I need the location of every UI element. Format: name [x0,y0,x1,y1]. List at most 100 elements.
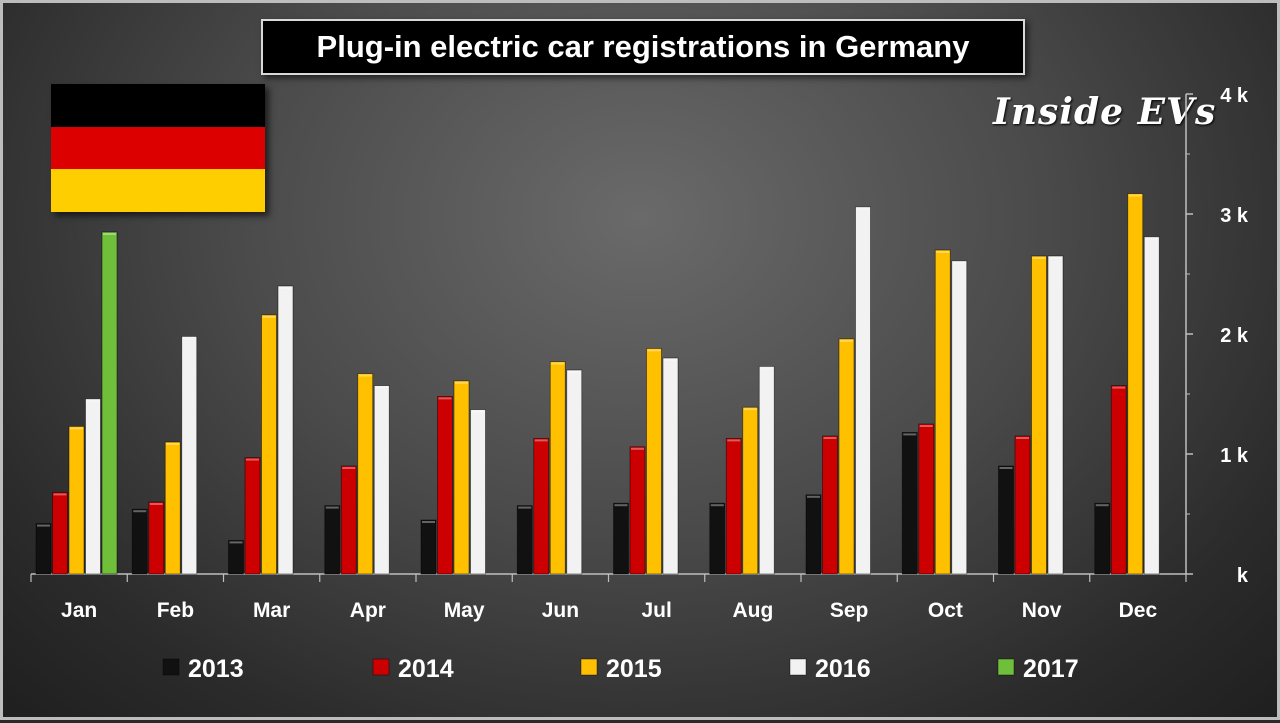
bar-top-highlight [471,410,485,413]
bar-top-highlight [727,439,741,442]
bar-2017 [101,231,118,575]
chart-title-box: Plug-in electric car registrations in Ge… [261,19,1025,75]
bar-2013 [613,502,629,575]
flag-stripe-gold [51,169,265,213]
legend-label-2015: 2015 [606,655,662,683]
x-tick-label: Feb [157,599,194,622]
x-tick-label: May [444,599,485,622]
bar-2014 [437,395,453,575]
bar-2015 [261,314,277,575]
bar-top-highlight [1095,504,1109,507]
bar-2014 [52,491,68,575]
bar-top-highlight [919,425,933,427]
bar-2015 [742,406,759,575]
bar-top-highlight [534,439,548,442]
y-tick-label: 1 k [1220,445,1249,467]
legend-swatch-2016 [789,658,807,676]
flag-stripe-red [51,126,265,170]
bar-2016 [1047,255,1064,575]
bar-2015 [934,249,951,575]
bar-2016 [277,285,294,575]
x-tick-label: Jan [61,599,97,622]
bar-2016 [951,260,968,575]
legend-label-2013: 2013 [188,655,244,683]
bar-top-highlight [1016,437,1029,439]
bar-2014 [822,435,838,575]
legend-label-2016: 2016 [815,655,871,683]
bar-top-highlight [342,467,356,469]
bar-2015 [646,347,662,575]
bar-top-highlight [823,437,837,439]
bar-2015 [68,425,85,575]
bar-top-highlight [103,233,116,235]
bar-2016 [1143,236,1160,575]
bar-top-highlight [358,374,372,377]
bar-top-highlight [182,337,196,340]
chart-title: Plug-in electric car registrations in Ge… [316,29,970,64]
bar-top-highlight [952,261,966,264]
bar-2016 [662,357,679,575]
bar-top-highlight [807,495,820,498]
legend-label-2017: 2017 [1023,655,1079,683]
bar-2013 [805,494,822,575]
legend-swatch-2014 [372,658,390,676]
bar-2014 [340,465,357,575]
bar-2015 [164,441,181,575]
bar-top-highlight [936,251,950,253]
legend-label-2014: 2014 [398,655,454,683]
y-tick-label: k [1237,565,1249,587]
x-tick-label: Sep [830,599,869,622]
bar-2015 [1127,193,1144,575]
bar-2014 [725,437,742,575]
bar-top-highlight [438,397,452,400]
bar-2015 [838,338,855,575]
bar-2014 [1110,385,1127,575]
bar-2013 [228,540,244,575]
bar-top-highlight [631,447,644,450]
bar-top-highlight [551,362,565,365]
bar-top-highlight [1049,257,1062,259]
bar-2014 [1014,435,1031,575]
bar-2013 [1094,502,1111,575]
bar-2013 [324,505,341,575]
bar-chart: k 1 k 2 k 3 k 4 k Jan Feb Mar Apr May Jun Jul Aug Sep… [30,85,1249,683]
bar-top-highlight [1145,237,1159,240]
bar-2016 [85,398,101,575]
y-tick-label: 3 k [1220,205,1249,227]
legend-swatch-2015 [580,658,598,676]
bar-top-highlight [166,443,180,445]
x-tick-label: Mar [253,599,290,622]
bar-2014 [918,423,935,575]
bar-2016 [855,206,871,575]
x-tick-label: Aug [732,599,773,622]
bar-top-highlight [86,399,100,402]
bar-top-highlight [37,524,50,527]
bar-2013 [516,505,533,575]
bar-top-highlight [647,349,661,352]
bar-2015 [1031,255,1047,575]
bar-top-highlight [133,510,147,513]
bar-top-highlight [743,408,757,411]
bar-top-highlight [1128,194,1142,197]
bar-2016 [470,409,486,575]
bar-top-highlight [614,504,628,507]
x-tick-label: Jul [641,599,671,622]
germany-flag-image [51,84,265,213]
x-tick-label: Oct [928,599,963,622]
bar-top-highlight [325,506,339,509]
flag-stripe-black [51,84,265,127]
bar-top-highlight [664,359,677,361]
bar-2015 [453,380,470,575]
y-tick-label: 4 k [1220,85,1249,107]
x-tick-label: Nov [1022,599,1062,622]
bar-2013 [998,465,1014,575]
bar-2013 [131,508,148,575]
bar-2014 [629,446,646,575]
bar-2014 [533,437,550,575]
bar-2016 [373,385,390,575]
bar-top-highlight [53,493,67,496]
legend-swatch-2017 [997,658,1015,676]
bar-top-highlight [856,207,870,210]
bar-2013 [35,523,52,575]
legend-swatch-2013 [162,658,180,676]
